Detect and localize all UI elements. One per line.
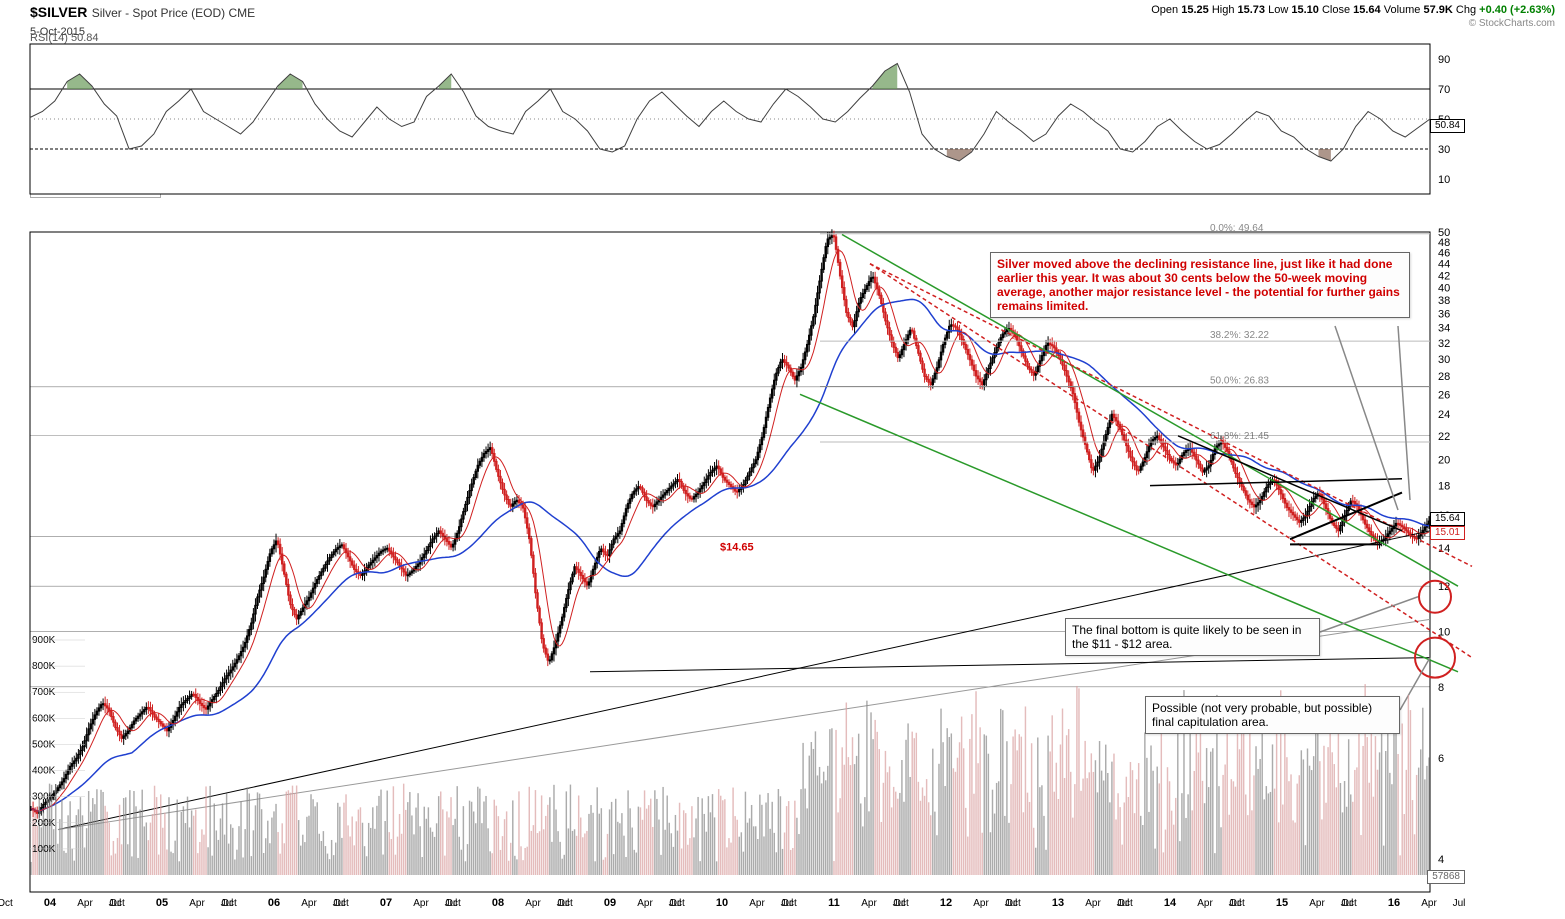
svg-text:38.2%: 32.22: 38.2%: 32.22 [1210, 330, 1269, 341]
svg-text:24: 24 [1438, 409, 1450, 421]
svg-text:08: 08 [492, 897, 504, 909]
svg-text:18: 18 [1438, 481, 1450, 493]
svg-text:8: 8 [1438, 682, 1444, 694]
svg-text:Jul: Jul [1453, 898, 1466, 909]
svg-text:900K: 900K [32, 635, 56, 646]
svg-text:09: 09 [604, 897, 616, 909]
svg-text:11: 11 [828, 897, 840, 909]
svg-text:Apr: Apr [77, 898, 93, 909]
svg-text:Oct: Oct [221, 898, 237, 909]
svg-text:20: 20 [1438, 454, 1450, 466]
svg-text:15: 15 [1276, 897, 1288, 909]
svg-text:Oct: Oct [1341, 898, 1357, 909]
svg-text:800K: 800K [32, 661, 56, 672]
svg-text:Apr: Apr [525, 898, 541, 909]
svg-text:10: 10 [716, 897, 728, 909]
svg-text:30: 30 [1438, 144, 1450, 156]
svg-text:Apr: Apr [749, 898, 765, 909]
svg-text:Oct: Oct [557, 898, 573, 909]
svg-text:38: 38 [1438, 295, 1450, 307]
svg-text:Oct: Oct [669, 898, 685, 909]
svg-text:40: 40 [1438, 282, 1450, 294]
svg-text:26: 26 [1438, 389, 1450, 401]
svg-text:07: 07 [380, 897, 392, 909]
svg-text:400K: 400K [32, 766, 56, 777]
svg-text:Oct: Oct [893, 898, 909, 909]
svg-text:12: 12 [940, 897, 952, 909]
svg-text:Apr: Apr [1421, 898, 1437, 909]
svg-text:61.8%: 21.45: 61.8%: 21.45 [1210, 431, 1269, 442]
svg-text:Oct: Oct [109, 898, 125, 909]
svg-text:Apr: Apr [861, 898, 877, 909]
svg-text:0.0%: 49.64: 0.0%: 49.64 [1210, 223, 1264, 234]
svg-text:44: 44 [1438, 259, 1450, 271]
svg-text:4: 4 [1438, 854, 1444, 866]
annotation-capitulation: Possible (not very probable, but possibl… [1145, 696, 1400, 734]
svg-text:Apr: Apr [1309, 898, 1325, 909]
volume-value-tag: 57868 [1427, 870, 1465, 884]
svg-text:16: 16 [1388, 897, 1400, 909]
svg-text:90: 90 [1438, 54, 1450, 66]
svg-text:700K: 700K [32, 687, 56, 698]
svg-text:$14.65: $14.65 [720, 542, 754, 554]
svg-text:6: 6 [1438, 753, 1444, 765]
svg-text:50.0%: 26.83: 50.0%: 26.83 [1210, 375, 1269, 386]
svg-text:06: 06 [268, 897, 280, 909]
svg-text:10: 10 [1438, 174, 1450, 186]
svg-text:Oct: Oct [445, 898, 461, 909]
svg-text:36: 36 [1438, 309, 1450, 321]
close-value-tag: 15.64 [1430, 512, 1465, 526]
svg-text:600K: 600K [32, 713, 56, 724]
svg-text:22: 22 [1438, 431, 1450, 443]
svg-text:Apr: Apr [1197, 898, 1213, 909]
svg-text:14: 14 [1164, 897, 1177, 909]
chart-container: $SILVER Silver - Spot Price (EOD) CME 5-… [0, 0, 1565, 919]
svg-text:30: 30 [1438, 354, 1450, 366]
svg-text:Apr: Apr [189, 898, 205, 909]
svg-text:300K: 300K [32, 792, 56, 803]
chart-svg: 1030507090504846444240383634323028262422… [0, 0, 1565, 919]
svg-text:Oct: Oct [1117, 898, 1133, 909]
svg-text:42: 42 [1438, 270, 1450, 282]
svg-text:Oct: Oct [333, 898, 349, 909]
svg-text:100K: 100K [32, 844, 56, 855]
svg-text:14: 14 [1438, 543, 1450, 555]
svg-text:Apr: Apr [637, 898, 653, 909]
svg-text:Apr: Apr [301, 898, 317, 909]
svg-text:Apr: Apr [973, 898, 989, 909]
ma10-value-tag: 15.01 [1430, 526, 1465, 540]
svg-text:34: 34 [1438, 323, 1450, 335]
svg-text:13: 13 [1052, 897, 1064, 909]
svg-text:Oct: Oct [1229, 898, 1245, 909]
svg-text:200K: 200K [32, 818, 56, 829]
svg-text:32: 32 [1438, 338, 1450, 350]
svg-text:500K: 500K [32, 739, 56, 750]
svg-text:28: 28 [1438, 371, 1450, 383]
svg-text:Apr: Apr [413, 898, 429, 909]
annotation-resistance: Silver moved above the declining resista… [990, 252, 1410, 318]
svg-text:Oct: Oct [0, 898, 13, 909]
svg-text:Apr: Apr [1085, 898, 1101, 909]
svg-text:Oct: Oct [1005, 898, 1021, 909]
svg-text:05: 05 [156, 897, 168, 909]
svg-text:70: 70 [1438, 84, 1450, 96]
rsi-value-tag: 50.84 [1430, 119, 1465, 133]
annotation-bottom: The final bottom is quite likely to be s… [1065, 618, 1320, 656]
svg-text:Oct: Oct [781, 898, 797, 909]
svg-text:04: 04 [44, 897, 57, 909]
